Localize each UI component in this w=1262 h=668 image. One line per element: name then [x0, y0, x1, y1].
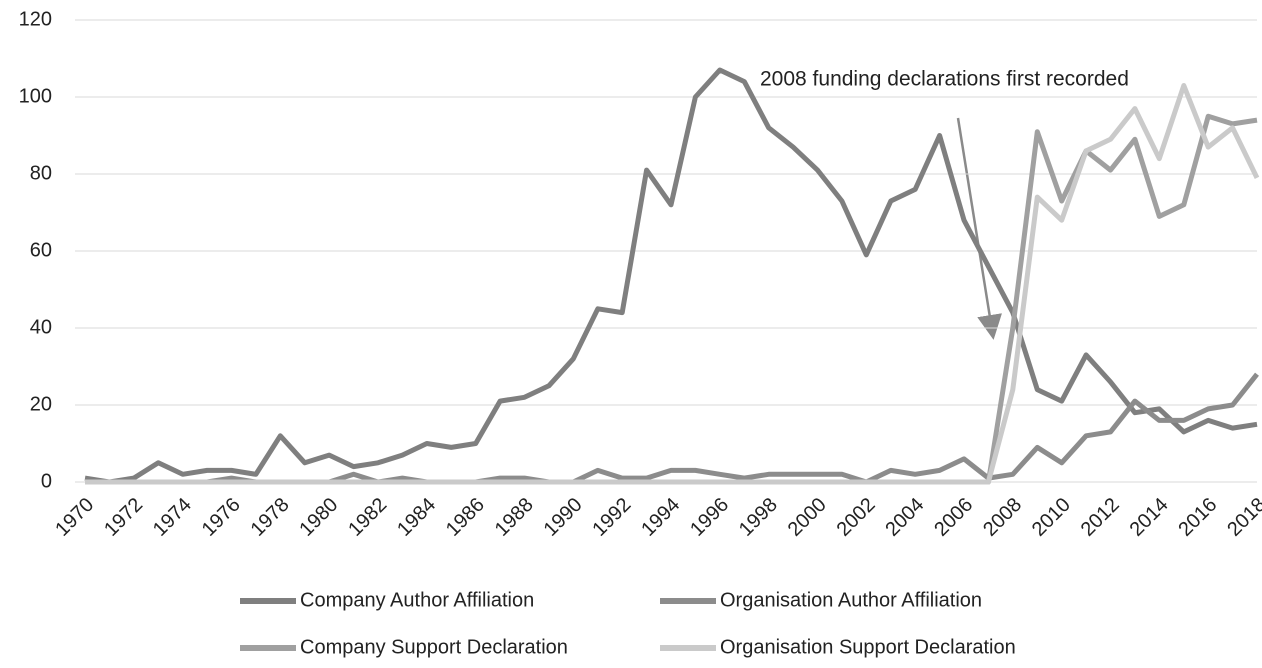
- x-tick-label: 2010: [1028, 494, 1075, 541]
- x-tick-label: 1996: [686, 494, 733, 541]
- x-tick-label: 1982: [344, 494, 391, 541]
- x-tick-label: 1972: [100, 494, 147, 541]
- legend-label: Organisation Support Declaration: [720, 636, 1016, 658]
- y-tick-label: 80: [30, 162, 52, 184]
- annotation-arrow: [956, 117, 1002, 340]
- series-line: [84, 67, 1258, 485]
- x-tick-label: 1994: [637, 494, 684, 541]
- y-tick-label: 40: [30, 316, 52, 338]
- legend-label: Company Support Declaration: [300, 636, 568, 658]
- x-tick-label: 1970: [51, 494, 98, 541]
- x-tick-label: 2004: [881, 494, 928, 541]
- y-tick-label: 60: [30, 239, 52, 261]
- x-tick-label: 1986: [442, 494, 489, 541]
- x-tick-label: 2006: [930, 494, 977, 541]
- legend-label: Company Author Affiliation: [300, 589, 534, 611]
- x-tick-label: 2014: [1126, 494, 1173, 541]
- x-tick-label: 1990: [540, 494, 587, 541]
- x-tick-label: 1992: [588, 494, 635, 541]
- annotation: 2008 funding declarations first recorded: [760, 68, 1129, 91]
- x-tick-label: 2018: [1223, 494, 1262, 541]
- x-tick-label: 1988: [491, 494, 538, 541]
- series-line: [85, 83, 1260, 485]
- y-tick-label: 0: [41, 470, 52, 492]
- x-tick-label: 2012: [1077, 494, 1124, 541]
- x-tick-label: 2008: [979, 494, 1026, 541]
- x-tick-label: 1976: [198, 494, 245, 541]
- y-tick-label: 120: [19, 8, 52, 30]
- legend-label: Organisation Author Affiliation: [720, 589, 982, 611]
- x-tick-label: 1974: [149, 494, 196, 541]
- x-tick-label: 1978: [247, 494, 294, 541]
- x-tick-label: 2000: [784, 494, 831, 541]
- x-tick-label: 1980: [295, 494, 342, 541]
- y-tick-label: 20: [30, 393, 52, 415]
- x-tick-label: 1998: [735, 494, 782, 541]
- x-tick-label: 1984: [393, 494, 440, 541]
- y-tick-label: 100: [19, 85, 52, 107]
- x-tick-label: 2002: [833, 494, 880, 541]
- x-tick-label: 2016: [1174, 494, 1221, 541]
